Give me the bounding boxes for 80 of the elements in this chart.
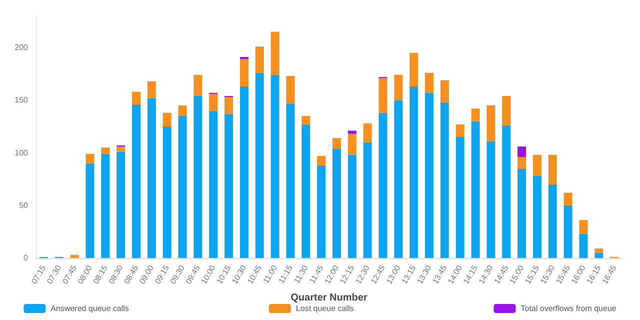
bar: [486, 105, 496, 142]
bar: [486, 141, 496, 258]
bar: [70, 254, 79, 258]
bar: [86, 154, 94, 164]
bar: [286, 103, 295, 258]
bar: [548, 184, 557, 258]
bar: [363, 123, 372, 142]
bar: [348, 154, 356, 258]
y-tick-label: 0: [24, 254, 29, 262]
y-tick-label: 100: [14, 148, 29, 158]
bar: [178, 116, 187, 258]
bar: [194, 74, 202, 96]
bar: [101, 154, 110, 258]
legend-label: Answered queue calls: [50, 304, 129, 313]
bar: [302, 124, 310, 258]
bar: [440, 102, 449, 258]
bar: [224, 97, 234, 114]
bar: [440, 80, 449, 102]
bar: [363, 142, 372, 258]
bar: [410, 52, 418, 86]
bar: [348, 134, 356, 155]
bar: [518, 156, 526, 169]
bar: [594, 248, 604, 253]
bar: [579, 234, 588, 258]
bar: [255, 46, 264, 73]
bar: [147, 98, 156, 258]
bar: [532, 154, 542, 176]
bar: [224, 114, 234, 258]
bar: [532, 176, 542, 258]
y-tick-label: 50: [19, 200, 29, 210]
bar: [317, 165, 326, 258]
bar: [270, 32, 280, 75]
bar: [518, 146, 526, 157]
bar: [162, 126, 172, 258]
bar: [162, 112, 172, 126]
y-tick-label: 150: [14, 96, 29, 105]
bar: [424, 72, 434, 93]
bar: [332, 138, 341, 149]
x-axis-title: Quarter Number: [290, 292, 368, 304]
bar: [101, 148, 110, 154]
bar: [378, 78, 388, 113]
bar: [209, 94, 218, 111]
y-tick-label: 200: [14, 43, 29, 52]
bar: [378, 112, 388, 258]
bar: [348, 130, 356, 134]
bar: [240, 86, 248, 258]
bar: [132, 104, 140, 258]
bar: [86, 163, 94, 258]
bar: [424, 92, 434, 258]
bar: [255, 72, 264, 258]
bar: [456, 124, 464, 137]
bar: [548, 154, 557, 184]
bar: [502, 96, 511, 126]
bar: [132, 92, 140, 104]
bar: [471, 108, 480, 122]
bar: [116, 146, 126, 152]
bar: [317, 156, 326, 166]
bar: [302, 116, 310, 124]
legend-label: Total overflows from queue: [520, 304, 617, 313]
bar: [594, 252, 604, 258]
bar: [147, 81, 156, 98]
bar: [579, 220, 588, 234]
bar: [394, 100, 403, 258]
bar: [410, 86, 418, 258]
bar: [394, 74, 403, 100]
bar: [178, 105, 187, 116]
bar: [456, 137, 464, 258]
bar: [502, 125, 511, 258]
legend-label: Lost queue calls: [296, 304, 354, 313]
bar: [116, 152, 126, 258]
bar: [194, 96, 202, 258]
bar: [518, 168, 526, 258]
bar: [332, 148, 341, 258]
bar: [240, 59, 248, 86]
bar: [209, 110, 218, 258]
bar: [471, 121, 480, 258]
bar: [564, 205, 572, 258]
bar: [564, 192, 572, 206]
bar: [286, 76, 295, 104]
bar: [270, 74, 280, 258]
